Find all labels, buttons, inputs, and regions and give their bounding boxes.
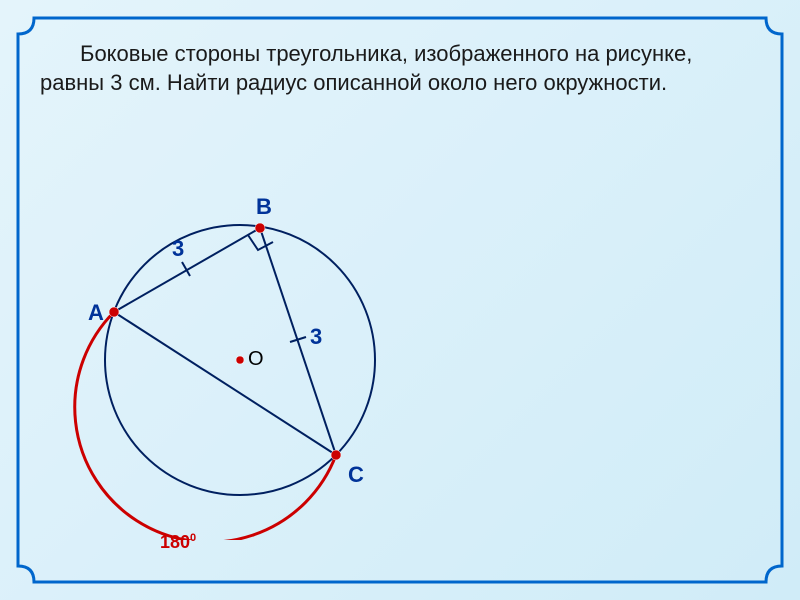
arc-value: 180 [160,532,190,552]
label-o: O [248,348,264,371]
label-b: B [256,194,272,220]
label-side-bc: 3 [310,324,322,350]
geometry-diagram: A B C O 3 3 1800 [60,180,420,540]
label-a: A [88,300,104,326]
arc-ac [75,312,336,540]
label-c: C [348,462,364,488]
point-b [255,223,265,233]
point-o [236,356,244,364]
label-side-ab: 3 [172,236,184,262]
problem-text: Боковые стороны треугольника, изображенн… [40,40,760,97]
right-angle-marker [248,235,273,250]
slide: Боковые стороны треугольника, изображенн… [0,0,800,600]
diagram-svg [60,180,420,540]
arc-sup: 0 [190,532,196,544]
side-ac [114,312,336,455]
label-arc: 1800 [160,532,196,553]
side-bc [260,228,336,455]
point-c [331,450,341,460]
point-a [109,307,119,317]
